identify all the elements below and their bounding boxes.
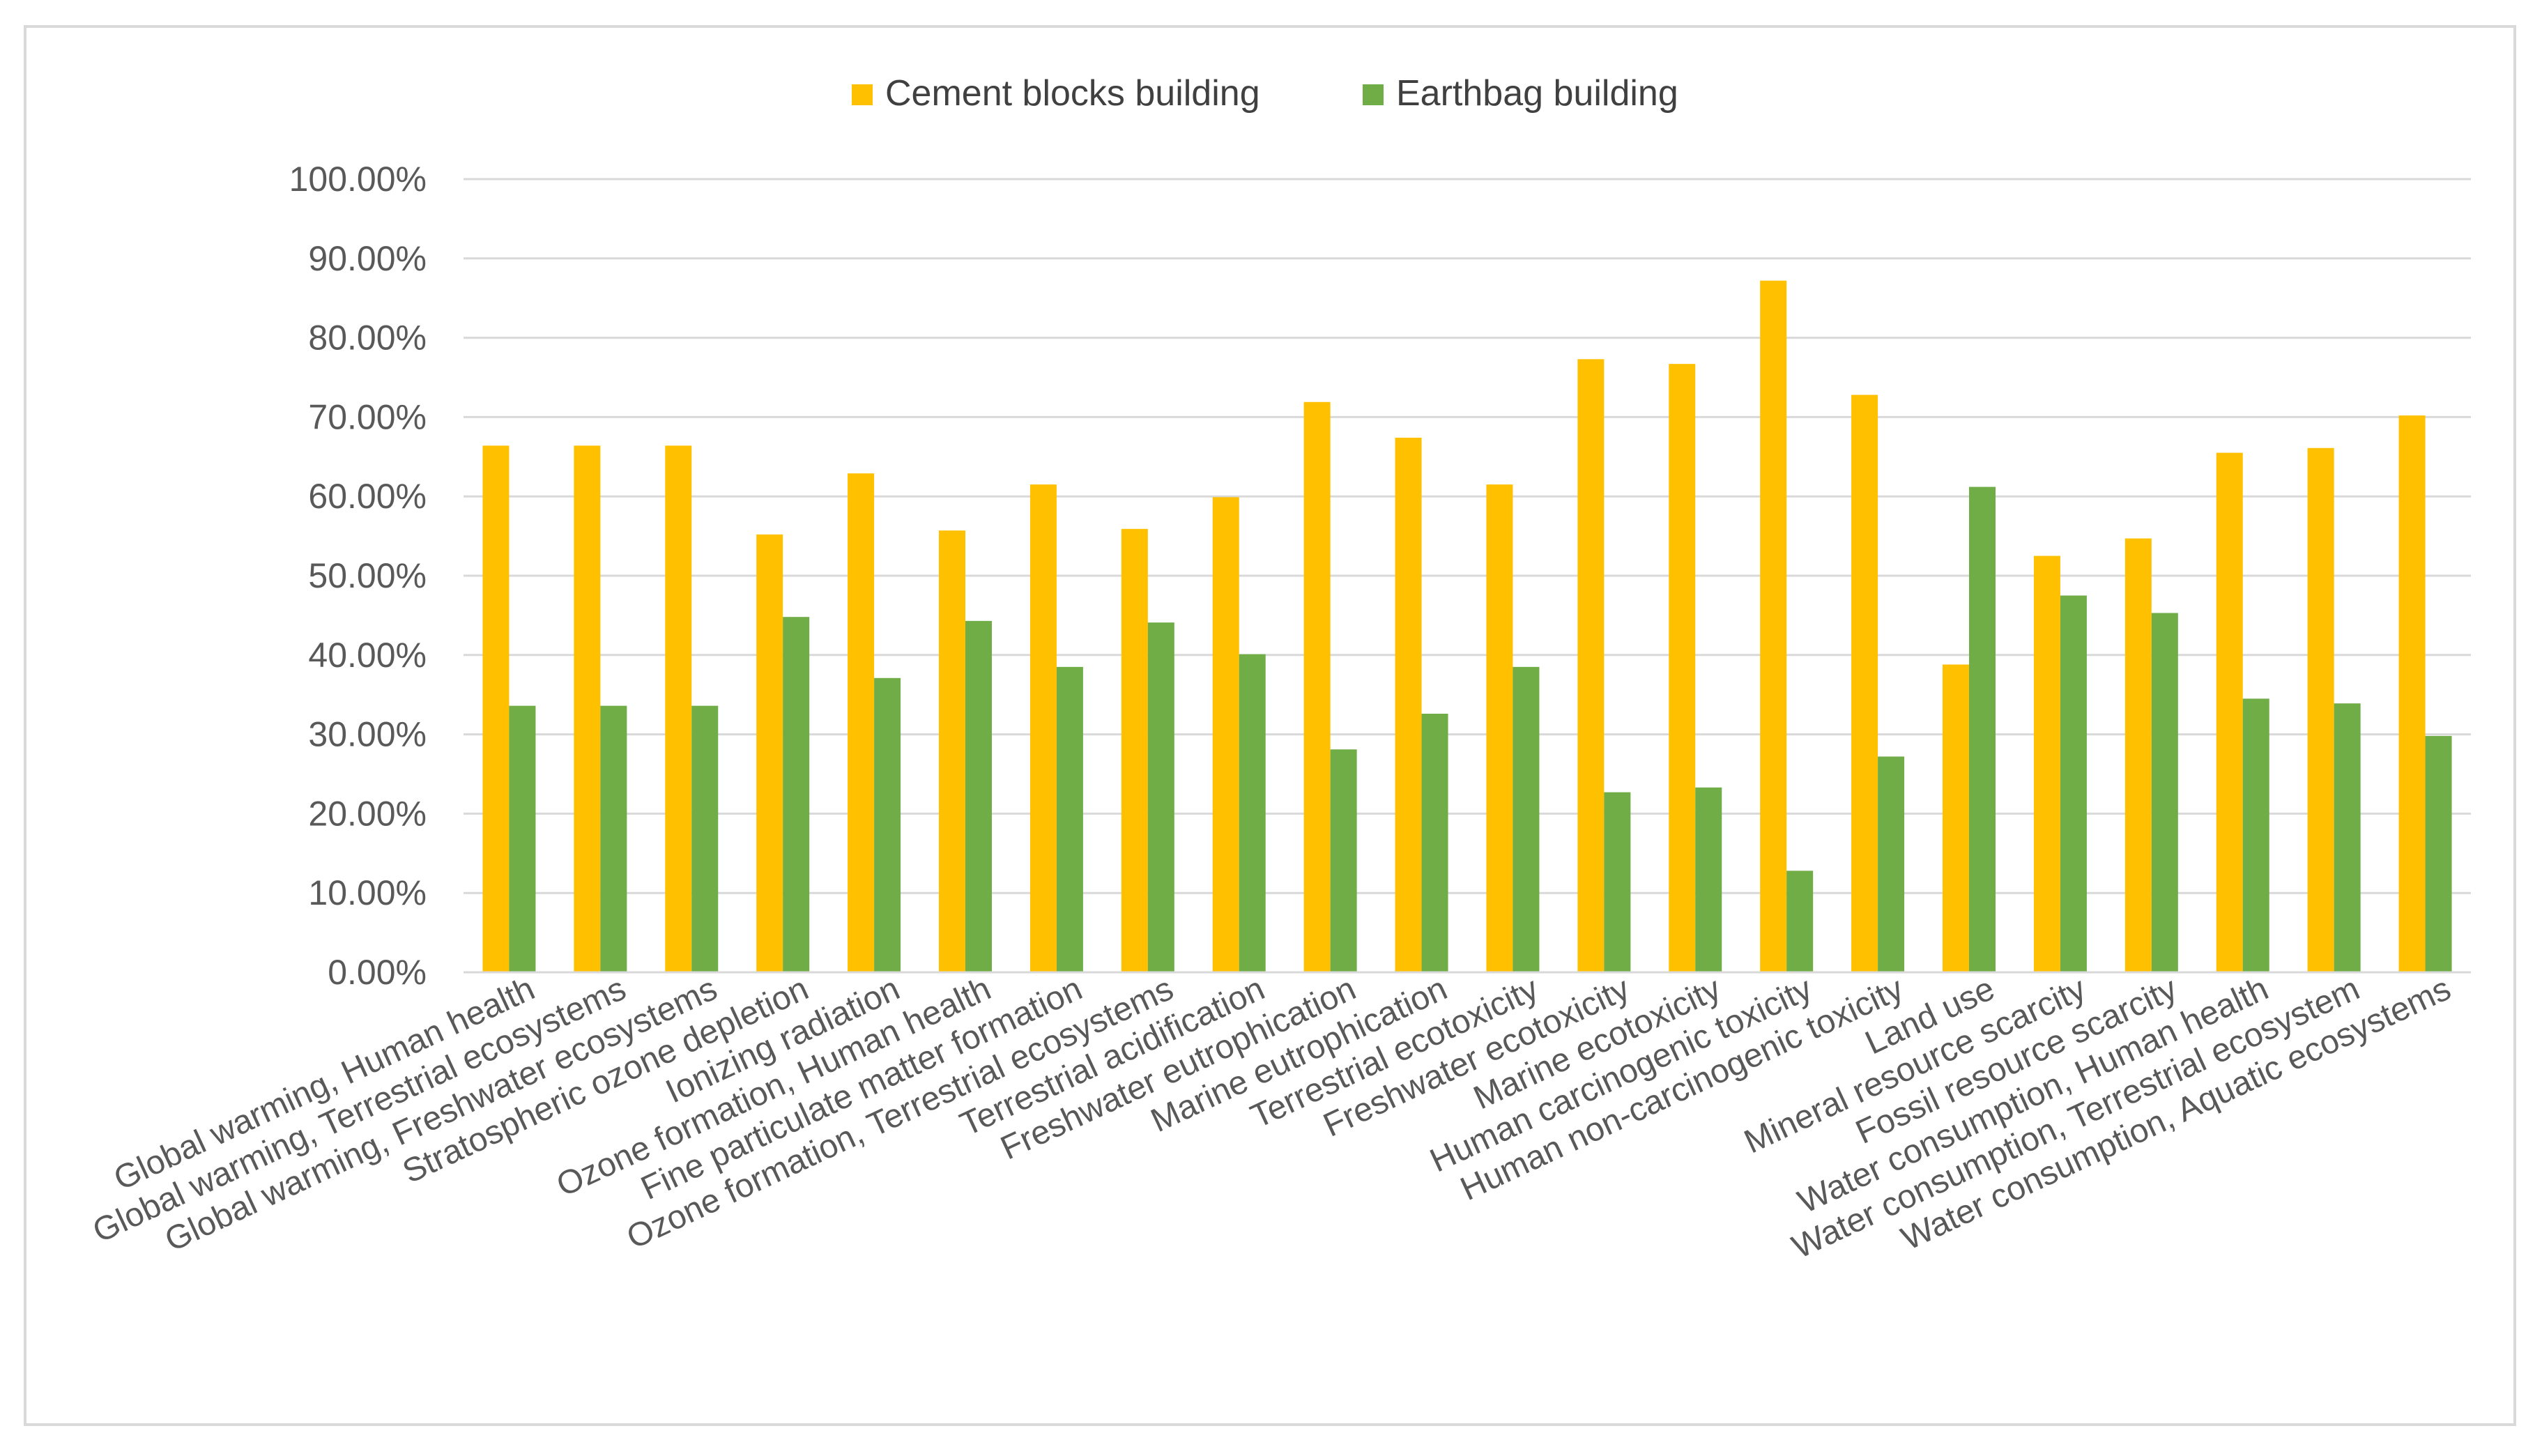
- bar-cement: [2216, 452, 2243, 972]
- bar-cement: [848, 473, 875, 972]
- bar-earthbag: [1786, 871, 1814, 972]
- bar-cement: [2398, 415, 2426, 972]
- y-tick-label: 10.00%: [308, 873, 427, 912]
- bar-cement: [1212, 497, 1239, 972]
- bar-earthbag: [600, 705, 627, 972]
- bar-cement: [1121, 528, 1148, 972]
- y-tick-label: 70.00%: [308, 397, 427, 436]
- legend-entry-cement: Cement blocks building: [852, 73, 1260, 114]
- bar-earthbag: [1330, 749, 1357, 972]
- bar-earthbag: [2151, 613, 2178, 972]
- y-tick-label: 0.00%: [328, 953, 427, 992]
- bar-cement: [939, 530, 965, 972]
- legend-label-earthbag: Earthbag building: [1396, 73, 1678, 114]
- bar-earthbag: [1513, 666, 1540, 972]
- y-tick-label: 40.00%: [308, 636, 427, 675]
- bar-cement: [2307, 447, 2334, 972]
- bar-cement: [756, 534, 783, 972]
- bar-cement: [2124, 538, 2152, 972]
- bar-cement: [1486, 484, 1513, 972]
- legend-label-cement: Cement blocks building: [885, 73, 1260, 114]
- bar-earthbag: [691, 705, 719, 972]
- bar-earthbag: [509, 705, 536, 972]
- bar-cement: [1029, 484, 1057, 972]
- y-tick-label: 20.00%: [308, 794, 427, 833]
- bar-earthbag: [1695, 787, 1722, 972]
- bar-cement: [1760, 280, 1787, 972]
- legend-entry-earthbag: Earthbag building: [1363, 73, 1678, 114]
- bar-cement: [574, 445, 601, 972]
- bar-earthbag: [1239, 654, 1266, 972]
- y-tick-label: 30.00%: [308, 715, 427, 754]
- legend-swatch-cement: [852, 84, 873, 105]
- bar-earthbag: [1878, 756, 1905, 972]
- bar-earthbag: [965, 620, 992, 972]
- bar-earthbag: [2060, 595, 2087, 972]
- bar-earthbag: [2425, 735, 2452, 972]
- bar-earthbag: [783, 617, 810, 972]
- legend-swatch-earthbag: [1363, 84, 1384, 105]
- y-tick-label: 50.00%: [308, 556, 427, 595]
- bar-earthbag: [1147, 622, 1174, 972]
- bar-earthbag: [874, 677, 901, 972]
- bar-earthbag: [2334, 703, 2361, 972]
- legend: Cement blocks building Earthbag building: [852, 73, 1678, 114]
- bar-earthbag: [1969, 486, 1996, 972]
- bar-earthbag: [2242, 698, 2269, 972]
- y-tick-label: 90.00%: [308, 239, 427, 278]
- bar-cement: [1669, 364, 1696, 972]
- bar-cement: [1303, 401, 1331, 972]
- bars: [482, 280, 2452, 972]
- y-tick-label: 100.00%: [289, 160, 427, 199]
- bar-cement: [2033, 555, 2060, 972]
- bar-earthbag: [1604, 792, 1631, 972]
- bar-cement: [1577, 359, 1605, 972]
- y-tick-label: 60.00%: [308, 477, 427, 516]
- bar-cement: [665, 445, 692, 972]
- bar-cement: [482, 445, 510, 972]
- bar-earthbag: [1056, 666, 1083, 972]
- y-axis-tick-labels: 0.00% 10.00% 20.00% 30.00% 40.00% 50.00% 60.00…: [289, 160, 427, 992]
- bar-cement: [1851, 394, 1878, 972]
- bar-cement: [1943, 664, 1969, 972]
- y-tick-label: 80.00%: [308, 319, 427, 358]
- bar-cement: [1395, 437, 1422, 972]
- bar-earthbag: [1421, 714, 1448, 972]
